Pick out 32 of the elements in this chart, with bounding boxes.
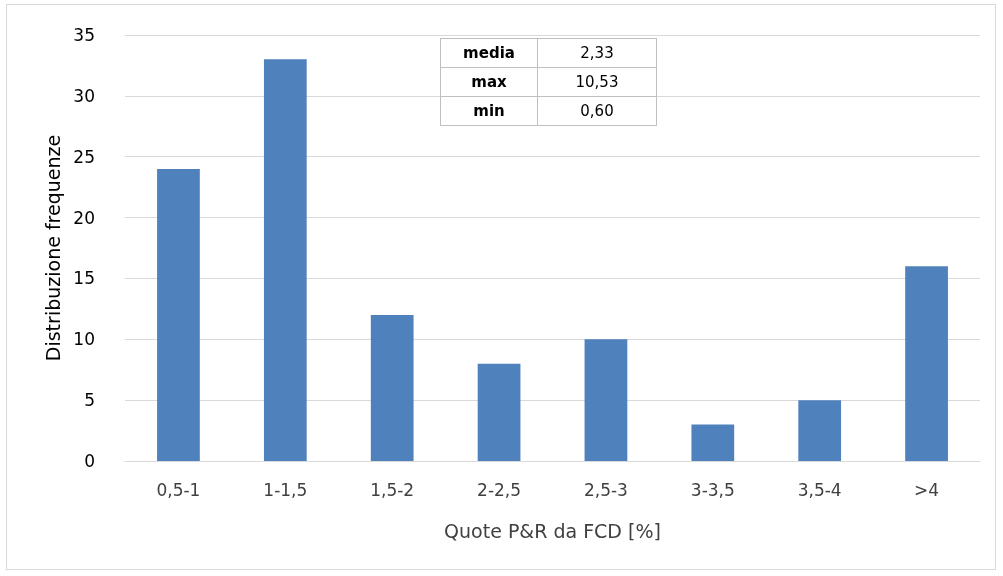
bar <box>157 168 200 461</box>
bar <box>370 314 414 461</box>
bar <box>584 339 628 461</box>
bar <box>263 59 307 461</box>
x-tick-label: 3,5-4 <box>797 479 842 500</box>
annotation: 10,53 <box>537 67 657 97</box>
annotation: min <box>440 96 538 126</box>
bar <box>477 363 521 461</box>
x-tick-label: 2-2,5 <box>477 479 522 500</box>
x-tick-label: >4 <box>914 479 940 500</box>
x-tick-label: 3-3,5 <box>690 479 735 500</box>
annotation: media <box>440 38 538 68</box>
x-tick-label: 1-1,5 <box>263 479 308 500</box>
x-tick-label: 1,5-2 <box>370 479 415 500</box>
y-tick-label: 15 <box>73 268 95 289</box>
y-tick-label: 20 <box>73 207 95 228</box>
x-axis-title: Quote P&R da FCD [%] <box>444 519 661 542</box>
annotation: 2,33 <box>537 38 657 68</box>
bar <box>798 400 842 461</box>
y-tick-label: 10 <box>73 329 95 350</box>
y-tick-label: 35 <box>73 25 95 45</box>
x-tick-label: 2,5-3 <box>583 479 628 500</box>
x-tick-label: 0,5-1 <box>156 479 201 500</box>
bar <box>691 424 735 461</box>
bar <box>905 266 948 461</box>
y-axis-title: Distribuzione frequenze <box>41 134 64 362</box>
y-tick-label: 0 <box>84 451 95 471</box>
y-tick-label: 30 <box>73 85 95 106</box>
annotation: max <box>440 67 538 97</box>
annotation: 0,60 <box>537 96 657 126</box>
y-tick-label: 25 <box>73 146 95 167</box>
y-tick-label: 5 <box>84 390 95 411</box>
